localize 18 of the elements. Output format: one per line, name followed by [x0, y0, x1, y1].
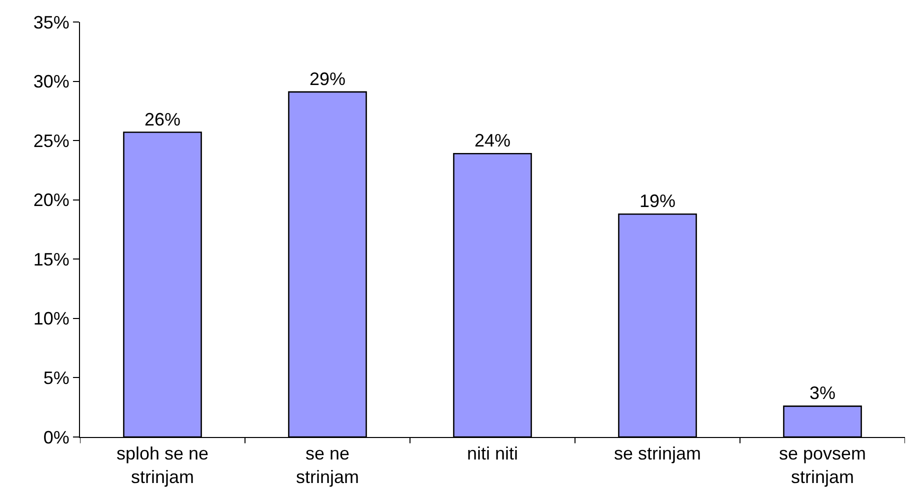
data-label: 24%	[474, 130, 511, 151]
y-tick-label: 0%	[43, 427, 70, 448]
y-tick-label: 20%	[33, 190, 70, 210]
y-tick-label: 35%	[33, 12, 70, 32]
x-tick-label: se strinjam	[614, 444, 702, 464]
y-tick-label: 15%	[33, 249, 70, 270]
y-tick-label: 25%	[33, 130, 70, 151]
x-tick-label: se ne strinjam	[296, 444, 360, 487]
x-tick-label: se povsem strinjam	[778, 444, 866, 487]
x-tick-label: niti niti	[466, 444, 518, 464]
y-tick-label: 10%	[33, 308, 70, 329]
x-tick-label: sploh se ne strinjam	[116, 444, 209, 487]
data-label: 26%	[144, 109, 181, 130]
data-label: 19%	[639, 191, 676, 212]
data-label: 3%	[809, 383, 836, 404]
data-label: 29%	[309, 68, 346, 89]
y-tick-label: 5%	[43, 368, 70, 388]
y-tick-label: 30%	[33, 72, 70, 92]
